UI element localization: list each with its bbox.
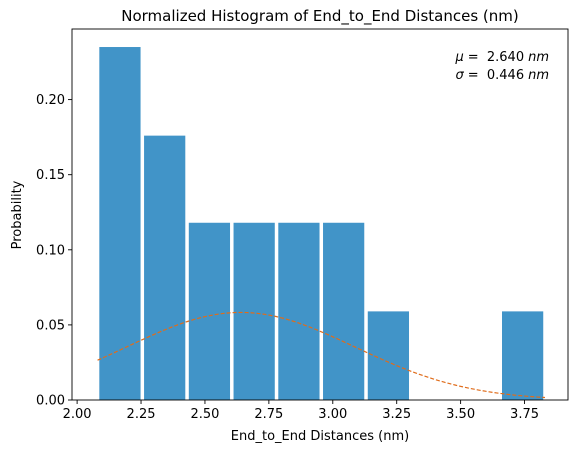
y-tick-label: 0.15 (36, 168, 65, 183)
chart-title: Normalized Histogram of End_to_End Dista… (121, 7, 518, 26)
y-tick-label: 0.05 (36, 318, 65, 333)
mean-annotation: μ = 2.640 nm (454, 50, 549, 65)
histogram-bar-2 (144, 135, 186, 400)
x-tick-label: 2.25 (127, 407, 156, 422)
x-tick-label: 2.75 (254, 407, 283, 422)
sigma-unit: nm (528, 68, 549, 83)
x-tick-label: 2.50 (190, 407, 219, 422)
y-tick-label: 0.00 (36, 394, 65, 409)
x-tick-label: 3.00 (318, 407, 347, 422)
std-annotation: σ = 0.446 nm (455, 68, 549, 83)
histogram-bar-6 (323, 222, 365, 400)
plot-frame (71, 28, 569, 401)
histogram-bars (99, 47, 544, 401)
histogram-bar-1 (99, 47, 141, 401)
x-tick-label: 3.25 (382, 407, 411, 422)
histogram-bar-5 (278, 222, 320, 400)
y-axis-ticks: 0.00 0.05 0.10 0.15 0.20 (36, 93, 72, 409)
mu-value: = 2.640 (468, 50, 524, 65)
x-tick-label: 2.00 (63, 407, 92, 422)
y-tick-label: 0.20 (36, 93, 65, 108)
sigma-symbol: σ (455, 68, 464, 83)
y-axis-label: Probability (10, 180, 25, 249)
x-tick-label: 3.50 (446, 407, 475, 422)
histogram-bar-4 (233, 222, 275, 400)
mu-unit: nm (528, 50, 549, 65)
histogram-bar-3 (188, 222, 231, 400)
histogram-bar-10 (502, 311, 544, 400)
stats-annotation: μ = 2.640 nm σ = 0.446 nm (454, 50, 549, 83)
histogram-bar-7 (367, 311, 410, 400)
x-tick-label: 3.75 (510, 407, 539, 422)
y-tick-label: 0.10 (36, 243, 65, 258)
normal-fit-curve (97, 311, 546, 399)
x-axis-label: End_to_End Distances (nm) (231, 429, 409, 444)
x-axis-ticks: 2.00 2.25 2.50 2.75 3.00 3.25 3.50 3.75 (63, 400, 539, 422)
sigma-value: = 0.446 (468, 68, 524, 83)
mu-symbol: μ (454, 50, 463, 65)
